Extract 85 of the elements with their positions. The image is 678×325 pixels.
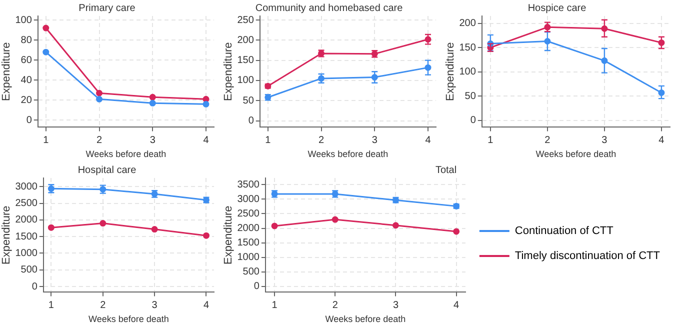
x-tick-label: 1 [265,134,272,146]
x-tick-label: 3 [602,134,608,146]
y-axis-title: Expenditure [444,42,457,101]
y-tick-label: 100 [237,75,254,86]
point [100,220,106,227]
x-axis-title: Weeks before death [308,149,388,160]
y-tick-label: 20 [20,94,32,106]
x-tick-label: 4 [203,134,210,146]
chart-title: Hospital care [78,164,137,176]
point [151,226,158,233]
x-tick-label: 1 [48,300,54,311]
y-tick-label: 3000 [15,181,38,192]
x-axis-title: Weeks before death [325,314,406,324]
chart-title: Primary care [78,2,136,14]
point [149,94,156,100]
point [203,232,210,239]
y-tick-label: 200 [459,18,476,30]
x-tick-label: 2 [96,134,102,146]
x-tick-label: 4 [425,134,432,146]
point [96,96,103,102]
y-tick-label: 3500 [237,179,260,190]
point [202,96,210,102]
x-tick-label: 1 [272,300,278,311]
point [453,228,460,235]
y-tick-label: 0 [254,281,260,292]
y-tick-label: 500 [20,264,38,276]
x-tick-label: 1 [488,134,494,146]
y-tick-label: 3000 [237,194,260,205]
y-tick-label: 40 [20,74,32,86]
legend-label: Timely discontinuation of CTT [514,250,660,262]
point [96,90,103,96]
chart-title: Total [435,164,457,176]
y-tick-label: 2000 [15,214,38,226]
legend-label: Continuation of CTT [514,225,614,238]
y-tick-label: 0 [470,115,476,126]
x-tick-label: 4 [658,134,665,146]
x-tick-label: 2 [332,300,338,311]
y-tick-label: 0 [248,116,254,127]
y-tick-label: 150 [459,42,476,54]
y-tick-label: 150 [237,55,254,66]
x-tick-label: 2 [318,134,324,146]
point [392,222,399,229]
x-tick-label: 2 [544,134,551,146]
y-axis-title: Expenditure [0,206,13,264]
x-axis-title: Weeks before death [86,149,166,160]
x-tick-label: 3 [152,300,158,311]
y-tick-label: 1000 [237,252,260,264]
y-axis-title: Expenditure [222,42,235,101]
point [48,224,54,231]
y-tick-label: 1000 [15,248,38,259]
y-tick-label: 500 [242,266,260,278]
point [271,222,278,230]
y-tick-label: 1500 [237,238,260,249]
x-tick-label: 3 [150,134,156,146]
x-tick-label: 4 [203,300,210,311]
x-axis-title: Weeks before death [536,149,616,160]
x-tick-label: 4 [454,300,460,311]
y-tick-label: 100 [459,66,476,78]
y-tick-label: 0 [32,281,38,292]
y-tick-label: 2000 [237,223,260,234]
y-tick-label: 60 [20,54,32,66]
y-tick-label: 0 [26,114,32,126]
x-tick-label: 3 [372,134,378,146]
y-axis-title: Expenditure [222,206,235,264]
chart-title: Hospice care [528,2,587,14]
y-tick-label: 100 [15,14,32,26]
y-tick-label: 250 [237,14,254,26]
y-tick-label: 1500 [15,231,38,242]
point [42,24,50,32]
x-tick-label: 3 [392,300,399,311]
point [202,100,210,108]
y-tick-label: 50 [242,95,254,106]
y-tick-label: 200 [237,34,254,46]
point [42,48,50,56]
y-axis-title: Expenditure [0,42,13,101]
point [149,100,156,106]
point [332,216,338,223]
y-tick-label: 80 [20,34,32,46]
x-tick-label: 2 [100,300,106,311]
x-axis-title: Weeks before death [88,314,169,324]
y-tick-label: 50 [464,90,476,102]
y-tick-label: 2500 [237,208,260,220]
y-tick-label: 2500 [15,198,38,210]
x-tick-label: 1 [43,134,50,146]
chart-title: Community and homebased care [255,2,404,14]
